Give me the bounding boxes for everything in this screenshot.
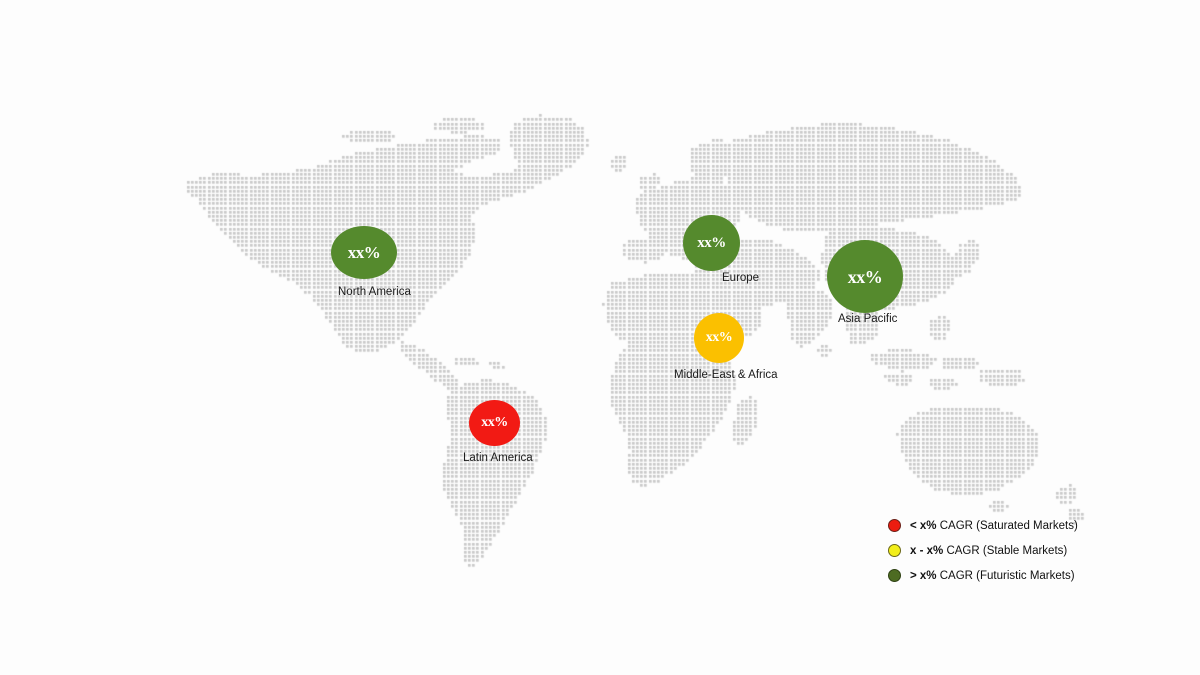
- legend-label-saturated-bold: < x%: [910, 519, 937, 532]
- region-label-north-america: North America: [338, 286, 411, 298]
- legend-swatch-saturated-icon: [888, 519, 901, 532]
- bubble-value-latin-america: xx%: [481, 415, 508, 430]
- bubble-middle-east-africa[interactable]: xx%: [694, 313, 744, 363]
- legend-label-saturated-rest: CAGR (Saturated Markets): [936, 519, 1078, 532]
- legend-label-saturated: < x% CAGR (Saturated Markets): [910, 520, 1078, 532]
- legend-label-futuristic-bold: > x%: [910, 569, 937, 582]
- legend-swatch-futuristic-icon: [888, 569, 901, 582]
- region-label-latin-america: Latin America: [463, 452, 533, 464]
- legend-item-stable[interactable]: x - x% CAGR (Stable Markets): [888, 543, 1078, 558]
- bubble-europe[interactable]: xx%: [683, 215, 740, 271]
- bubble-value-north-america: xx%: [347, 243, 381, 262]
- legend-item-saturated[interactable]: < x% CAGR (Saturated Markets): [888, 518, 1078, 533]
- bubble-north-america[interactable]: xx%: [331, 226, 397, 279]
- bubble-value-asia-pacific: xx%: [847, 266, 883, 287]
- region-label-middle-east-africa: Middle-East & Africa: [674, 369, 778, 381]
- legend-label-futuristic-rest: CAGR (Futuristic Markets): [936, 569, 1075, 582]
- bubble-value-europe: xx%: [697, 234, 726, 251]
- bubble-asia-pacific[interactable]: xx%: [827, 240, 903, 313]
- legend-label-stable: x - x% CAGR (Stable Markets): [910, 545, 1067, 557]
- region-label-asia-pacific: Asia Pacific: [838, 313, 898, 325]
- legend-swatch-stable-icon: [888, 544, 901, 557]
- legend: < x% CAGR (Saturated Markets) x - x% CAG…: [888, 518, 1078, 583]
- region-label-europe: Europe: [722, 272, 760, 284]
- bubble-value-middle-east-africa: xx%: [705, 330, 733, 345]
- legend-label-stable-rest: CAGR (Stable Markets): [943, 544, 1068, 557]
- bubble-latin-america[interactable]: xx%: [469, 400, 520, 446]
- legend-label-stable-bold: x - x%: [910, 544, 944, 557]
- legend-label-futuristic: > x% CAGR (Futuristic Markets): [910, 570, 1075, 582]
- legend-item-futuristic[interactable]: > x% CAGR (Futuristic Markets): [888, 568, 1078, 583]
